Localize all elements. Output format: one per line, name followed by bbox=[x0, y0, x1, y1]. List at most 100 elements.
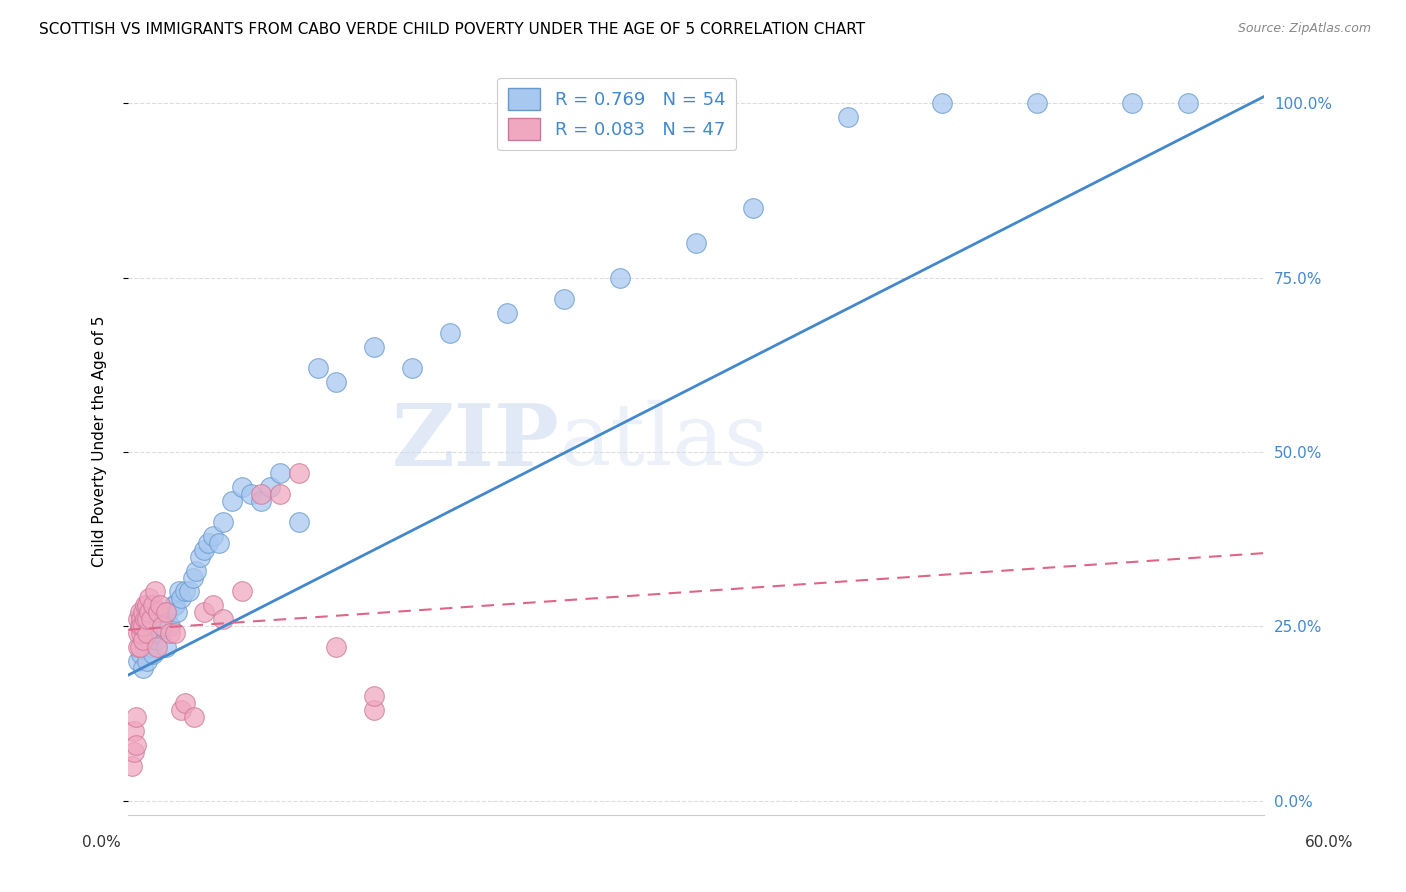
Point bbox=[132, 633, 155, 648]
Point bbox=[125, 710, 148, 724]
Point bbox=[325, 640, 347, 655]
Point bbox=[170, 591, 193, 606]
Point bbox=[202, 529, 225, 543]
Text: 0.0%: 0.0% bbox=[82, 836, 121, 850]
Point bbox=[177, 584, 200, 599]
Point bbox=[325, 376, 347, 390]
Point bbox=[221, 493, 243, 508]
Point bbox=[149, 599, 172, 613]
Point bbox=[128, 606, 150, 620]
Point bbox=[240, 487, 263, 501]
Point bbox=[159, 626, 181, 640]
Point bbox=[127, 612, 149, 626]
Point bbox=[136, 599, 159, 613]
Point bbox=[609, 270, 631, 285]
Point bbox=[287, 466, 309, 480]
Point bbox=[742, 201, 765, 215]
Point bbox=[231, 584, 253, 599]
Point bbox=[136, 626, 159, 640]
Point bbox=[155, 606, 177, 620]
Point bbox=[150, 619, 173, 633]
Point bbox=[138, 606, 160, 620]
Point bbox=[127, 654, 149, 668]
Point bbox=[553, 292, 575, 306]
Point bbox=[1121, 96, 1143, 111]
Point bbox=[132, 606, 155, 620]
Point bbox=[181, 570, 204, 584]
Point bbox=[139, 612, 162, 626]
Point bbox=[1026, 96, 1049, 111]
Point bbox=[125, 738, 148, 752]
Point bbox=[131, 647, 153, 661]
Point bbox=[193, 606, 215, 620]
Point bbox=[131, 626, 153, 640]
Point bbox=[202, 599, 225, 613]
Point bbox=[132, 619, 155, 633]
Point bbox=[131, 612, 153, 626]
Point bbox=[269, 487, 291, 501]
Point bbox=[174, 584, 197, 599]
Point bbox=[127, 626, 149, 640]
Point bbox=[211, 612, 233, 626]
Point bbox=[134, 612, 156, 626]
Point bbox=[142, 647, 165, 661]
Point bbox=[145, 640, 167, 655]
Point bbox=[363, 689, 385, 703]
Point bbox=[136, 654, 159, 668]
Point bbox=[165, 626, 187, 640]
Point bbox=[363, 703, 385, 717]
Point bbox=[143, 626, 166, 640]
Point bbox=[148, 619, 170, 633]
Point bbox=[155, 640, 177, 655]
Text: atlas: atlas bbox=[560, 400, 769, 483]
Point bbox=[136, 612, 159, 626]
Legend: R = 0.769   N = 54, R = 0.083   N = 47: R = 0.769 N = 54, R = 0.083 N = 47 bbox=[498, 78, 737, 151]
Point bbox=[685, 235, 707, 250]
Text: SCOTTISH VS IMMIGRANTS FROM CABO VERDE CHILD POVERTY UNDER THE AGE OF 5 CORRELAT: SCOTTISH VS IMMIGRANTS FROM CABO VERDE C… bbox=[39, 22, 866, 37]
Point bbox=[269, 466, 291, 480]
Text: ZIP: ZIP bbox=[392, 400, 560, 483]
Point bbox=[287, 515, 309, 529]
Point bbox=[165, 599, 187, 613]
Point bbox=[186, 564, 208, 578]
Point bbox=[259, 480, 281, 494]
Point bbox=[249, 487, 271, 501]
Point bbox=[169, 584, 191, 599]
Point bbox=[134, 599, 156, 613]
Point bbox=[138, 633, 160, 648]
Point bbox=[183, 710, 205, 724]
Point bbox=[153, 612, 176, 626]
Point bbox=[128, 640, 150, 655]
Text: Source: ZipAtlas.com: Source: ZipAtlas.com bbox=[1237, 22, 1371, 36]
Point bbox=[208, 535, 231, 549]
Point bbox=[134, 640, 156, 655]
Point bbox=[170, 703, 193, 717]
Point bbox=[138, 591, 160, 606]
Point bbox=[150, 619, 173, 633]
Point bbox=[197, 535, 219, 549]
Point bbox=[162, 599, 184, 613]
Point bbox=[249, 493, 271, 508]
Point bbox=[142, 599, 165, 613]
Point bbox=[401, 361, 423, 376]
Point bbox=[363, 340, 385, 354]
Point bbox=[156, 606, 179, 620]
Point bbox=[193, 542, 215, 557]
Point bbox=[307, 361, 329, 376]
Point bbox=[495, 305, 517, 319]
Point bbox=[188, 549, 211, 564]
Y-axis label: Child Poverty Under the Age of 5: Child Poverty Under the Age of 5 bbox=[93, 316, 107, 567]
Point bbox=[128, 619, 150, 633]
Point bbox=[159, 619, 181, 633]
Point bbox=[149, 626, 172, 640]
Point bbox=[131, 619, 153, 633]
Point bbox=[166, 606, 188, 620]
Point bbox=[174, 696, 197, 710]
Point bbox=[139, 640, 162, 655]
Point bbox=[127, 640, 149, 655]
Point bbox=[122, 723, 145, 738]
Point bbox=[122, 745, 145, 759]
Point bbox=[231, 480, 253, 494]
Point bbox=[1177, 96, 1199, 111]
Point bbox=[837, 111, 859, 125]
